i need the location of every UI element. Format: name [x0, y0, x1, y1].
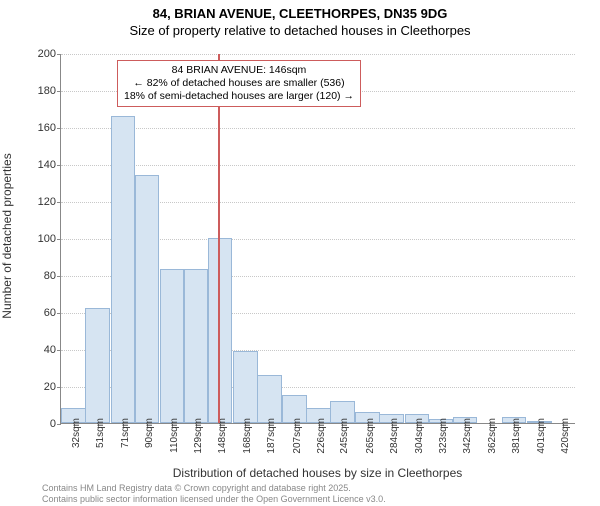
xtick-label: 110sqm	[169, 418, 180, 453]
histogram-bar	[160, 269, 184, 423]
y-axis-label: Number of detached properties	[0, 153, 14, 318]
ytick-mark	[57, 276, 61, 277]
xtick-label: 207sqm	[292, 418, 303, 454]
ytick-label: 120	[26, 196, 56, 208]
ytick-mark	[57, 128, 61, 129]
histogram-bar	[111, 116, 135, 423]
gridline-h	[61, 128, 575, 129]
histogram-bar	[257, 375, 281, 423]
chart-title-line1: 84, BRIAN AVENUE, CLEETHORPES, DN35 9DG	[0, 6, 600, 21]
histogram-bar	[208, 238, 232, 423]
ytick-mark	[57, 424, 61, 425]
ytick-mark	[57, 387, 61, 388]
xtick-label: 342sqm	[462, 418, 473, 454]
xtick-label: 32sqm	[71, 418, 82, 448]
xtick-label: 51sqm	[95, 418, 106, 448]
annotation-line: 18% of semi-detached houses are larger (…	[124, 90, 354, 103]
xtick-label: 323sqm	[438, 418, 449, 454]
plot-area: 02040608010012014016018020032sqm51sqm71s…	[60, 54, 575, 424]
xtick-label: 71sqm	[120, 418, 131, 448]
chart-area: 02040608010012014016018020032sqm51sqm71s…	[60, 54, 575, 424]
xtick-label: 148sqm	[217, 418, 228, 454]
ytick-mark	[57, 165, 61, 166]
ytick-mark	[57, 54, 61, 55]
xtick-label: 245sqm	[339, 418, 350, 454]
xtick-label: 284sqm	[389, 418, 400, 454]
ytick-mark	[57, 91, 61, 92]
xtick-label: 362sqm	[487, 418, 498, 454]
ytick-label: 60	[26, 307, 56, 319]
gridline-h	[61, 165, 575, 166]
histogram-bar	[85, 308, 109, 423]
histogram-bar	[233, 351, 257, 423]
gridline-h	[61, 54, 575, 55]
ytick-label: 180	[26, 85, 56, 97]
xtick-label: 304sqm	[414, 418, 425, 454]
xtick-label: 420sqm	[560, 418, 571, 454]
xtick-label: 226sqm	[316, 418, 327, 454]
chart-title-line2: Size of property relative to detached ho…	[0, 23, 600, 38]
ytick-label: 100	[26, 233, 56, 245]
ytick-mark	[57, 350, 61, 351]
ytick-mark	[57, 239, 61, 240]
ytick-label: 160	[26, 122, 56, 134]
ytick-label: 200	[26, 48, 56, 60]
xtick-label: 90sqm	[144, 418, 155, 448]
xtick-label: 265sqm	[365, 418, 376, 454]
xtick-label: 187sqm	[266, 418, 277, 454]
ytick-label: 80	[26, 270, 56, 282]
annotation-line: 84 BRIAN AVENUE: 146sqm	[124, 64, 354, 77]
xtick-label: 168sqm	[242, 418, 253, 454]
histogram-bar	[135, 175, 159, 423]
histogram-bar	[184, 269, 208, 423]
xtick-label: 129sqm	[193, 418, 204, 454]
x-axis-label: Distribution of detached houses by size …	[60, 466, 575, 480]
attribution-footer: Contains HM Land Registry data © Crown c…	[42, 483, 386, 504]
ytick-label: 0	[26, 418, 56, 430]
annotation-line: ← 82% of detached houses are smaller (53…	[124, 77, 354, 90]
ytick-label: 40	[26, 344, 56, 356]
xtick-label: 401sqm	[536, 418, 547, 454]
annotation-box: 84 BRIAN AVENUE: 146sqm← 82% of detached…	[117, 60, 361, 107]
reference-line	[218, 54, 220, 423]
ytick-mark	[57, 202, 61, 203]
xtick-label: 381sqm	[511, 418, 522, 454]
ytick-mark	[57, 313, 61, 314]
footer-line-2: Contains public sector information licen…	[42, 494, 386, 504]
footer-line-1: Contains HM Land Registry data © Crown c…	[42, 483, 386, 493]
ytick-label: 140	[26, 159, 56, 171]
ytick-label: 20	[26, 381, 56, 393]
